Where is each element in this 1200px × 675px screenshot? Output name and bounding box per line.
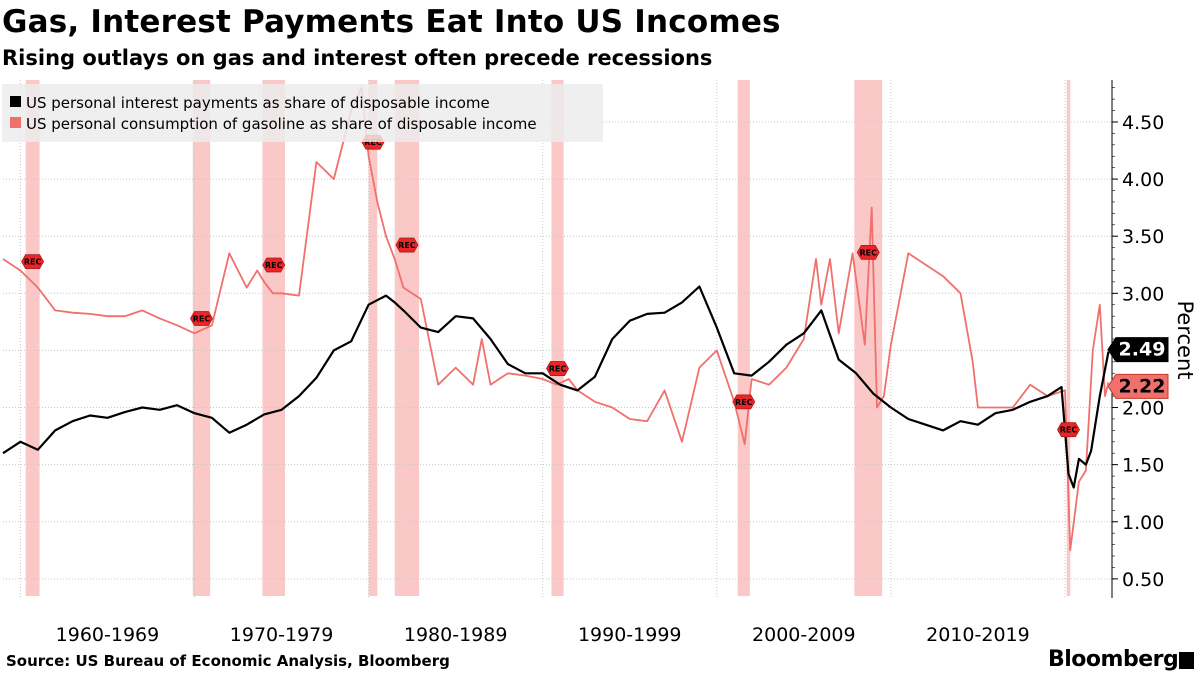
- x-tick-label: 1970-1979: [230, 624, 334, 646]
- interest-series-line: [2, 285, 1110, 489]
- recession-marker-icon: [395, 237, 419, 253]
- gasoline-end-label: 2.22: [1119, 375, 1166, 397]
- y-tick-label: 3.00: [1122, 283, 1164, 305]
- x-tick-label: 2010-2019: [926, 624, 1030, 646]
- y-tick-label: 3.50: [1122, 226, 1164, 248]
- source-note: Source: US Bureau of Economic Analysis, …: [6, 652, 450, 670]
- y-tick-label: 1.00: [1122, 512, 1164, 534]
- y-tick-label: 2.00: [1122, 398, 1164, 420]
- recession-marker-label: REC: [364, 138, 382, 147]
- recession-marker-icon: [21, 254, 45, 270]
- y-axis-label: Percent: [1173, 300, 1197, 379]
- y-tick-label: 0.50: [1122, 569, 1164, 591]
- legend-swatch-gasoline: [10, 117, 21, 128]
- recession-band: [737, 80, 750, 596]
- recession-marker-label: REC: [1060, 426, 1078, 435]
- recession-band: [394, 80, 420, 596]
- interest-end-label-box: [1107, 337, 1169, 363]
- y-tick-label: 1.50: [1122, 455, 1164, 477]
- legend-label-gasoline: US personal consumption of gasoline as s…: [26, 115, 537, 133]
- recession-band: [25, 80, 40, 596]
- recession-band: [192, 80, 211, 596]
- recession-marker-icon: [190, 311, 213, 326]
- legend-swatch-interest: [10, 96, 21, 107]
- x-tick-label: 1980-1989: [404, 624, 508, 646]
- legend-background: [2, 84, 603, 142]
- recession-marker-label: REC: [549, 365, 567, 374]
- recession-marker-label: REC: [24, 258, 42, 267]
- recession-marker-label: REC: [265, 261, 283, 270]
- recession-marker-icon: [856, 244, 880, 260]
- x-tick-label: 1990-1999: [578, 624, 682, 646]
- bloomberg-logo: Bloomberg: [1048, 647, 1179, 672]
- recession-marker-label: REC: [735, 398, 753, 407]
- x-tick-label: 1960-1969: [56, 624, 160, 646]
- recession-marker-label: REC: [398, 241, 416, 250]
- recession-band: [368, 80, 378, 596]
- chart-title: Gas, Interest Payments Eat Into US Incom…: [2, 4, 781, 40]
- recession-marker-icon: [546, 361, 569, 376]
- recession-marker-label: REC: [193, 314, 211, 323]
- bloomberg-logo-mark-icon: [1179, 652, 1194, 669]
- legend-label-interest: US personal interest payments as share o…: [26, 94, 490, 112]
- recession-marker-label: REC: [860, 248, 878, 257]
- recession-band: [551, 80, 564, 596]
- y-tick-label: 4.00: [1122, 169, 1164, 191]
- y-tick-label: 4.50: [1122, 112, 1164, 134]
- x-tick-label: 2000-2009: [752, 624, 856, 646]
- recession-marker-icon: [1057, 422, 1080, 438]
- recession-marker-icon: [732, 394, 756, 410]
- chart-subtitle: Rising outlays on gas and interest often…: [2, 46, 713, 70]
- interest-end-label: 2.49: [1119, 339, 1166, 361]
- recession-marker-icon: [262, 257, 286, 273]
- gasoline-series-line: [2, 86, 1110, 552]
- recession-band: [262, 80, 286, 596]
- recession-band: [1066, 80, 1071, 596]
- gasoline-end-label-box: [1107, 373, 1169, 399]
- recession-band: [854, 80, 883, 596]
